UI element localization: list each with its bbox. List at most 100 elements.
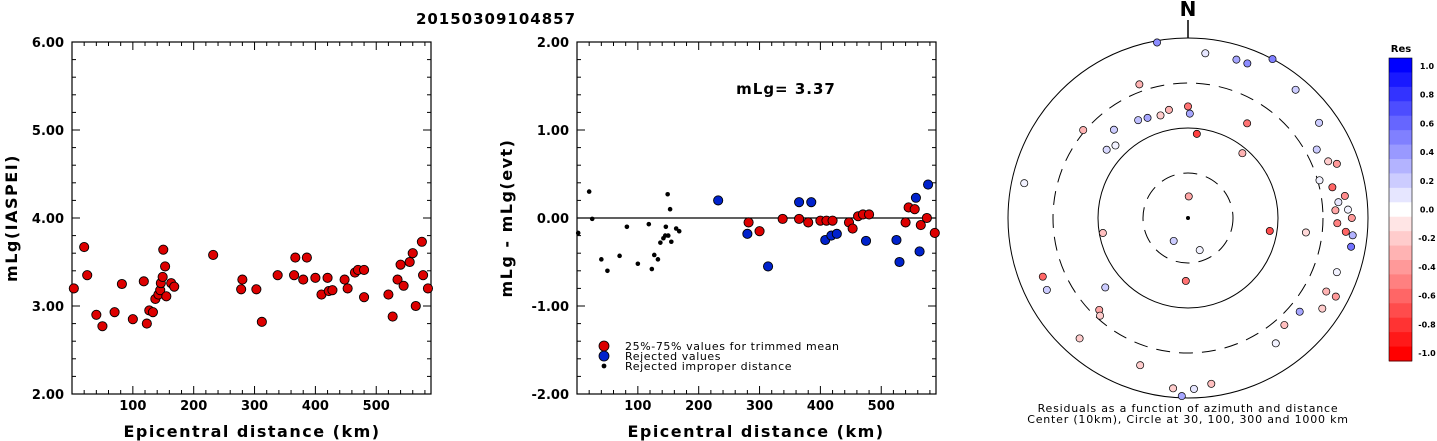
x-tick-label: 400	[302, 399, 329, 414]
x-axis-label: Epicentral distance (km)	[627, 422, 884, 441]
rejected-point	[763, 261, 774, 272]
x-tick-label: 100	[624, 399, 651, 414]
legend-label: Rejected improper distance	[625, 360, 792, 373]
residual-point	[1268, 55, 1277, 64]
colorbar-tick-label: -1.0	[1418, 349, 1436, 358]
residual-point	[1243, 59, 1252, 68]
x-tick-label: 300	[241, 399, 268, 414]
residual-point	[1301, 228, 1310, 237]
colorbar-cell	[1389, 130, 1412, 146]
y-tick-label: 0.00	[537, 212, 569, 227]
residual-point	[1295, 307, 1304, 316]
colorbar-cell	[1389, 86, 1412, 102]
residual-point	[1192, 129, 1201, 138]
rejected-point	[794, 197, 805, 208]
y-tick-label: 3.00	[32, 300, 64, 315]
station-point	[359, 292, 370, 303]
station-point	[864, 209, 875, 220]
colorbar-tick-label: -0.2	[1418, 234, 1436, 243]
residual-point	[1134, 116, 1143, 125]
colorbar-tick-label: 0.4	[1420, 148, 1435, 157]
station-point	[900, 217, 911, 228]
station-point	[97, 321, 108, 332]
colorbar-cell	[1389, 245, 1412, 261]
residual-point	[1271, 339, 1280, 348]
rejected-distance-point	[676, 228, 682, 234]
y-tick-label: 4.00	[32, 212, 64, 227]
x-tick-label: 200	[685, 399, 712, 414]
colorbar-tick-label: 0.2	[1420, 177, 1434, 186]
station-point	[422, 283, 434, 294]
station-point	[407, 248, 418, 259]
rejected-distance-point	[673, 226, 679, 231]
residual-point	[1315, 176, 1324, 185]
residual-point	[1185, 109, 1194, 118]
station-point	[342, 283, 353, 294]
magnitude-vs-distance-chart: 100 200 300 400 500 2.00 3.00 4.00 5.00 6.00 Epic…	[2, 36, 434, 441]
rejected-point	[713, 195, 724, 206]
residual-point	[1169, 236, 1178, 245]
residual-point	[1341, 227, 1350, 236]
station-point	[68, 283, 79, 294]
rejected-distance-point	[624, 224, 630, 230]
rejected-point	[831, 228, 842, 239]
station-point	[138, 276, 149, 287]
residual-point	[1184, 192, 1193, 201]
residual-point	[1102, 145, 1111, 154]
residual-point	[1331, 206, 1340, 215]
colorbar-cell	[1389, 187, 1412, 203]
residual-points	[1020, 38, 1357, 401]
station-point	[339, 274, 350, 285]
station-point	[208, 249, 219, 261]
residual-point	[1332, 159, 1341, 168]
rejected-distance-point	[669, 239, 674, 245]
rejected-distance-point	[655, 257, 661, 262]
rejected-distance-point	[649, 266, 655, 272]
residual-point	[1340, 192, 1349, 200]
residual-point	[1280, 321, 1289, 329]
colorbar-cell	[1389, 288, 1412, 304]
colorbar-cell	[1389, 144, 1412, 160]
x-tick-label: 500	[868, 399, 895, 414]
station-point	[236, 284, 247, 295]
residual-point	[1322, 287, 1331, 296]
station-point	[160, 261, 171, 272]
station-point	[109, 307, 120, 318]
residual-point	[1101, 283, 1110, 292]
station-point	[301, 252, 312, 263]
station-point	[827, 215, 838, 226]
station-point	[794, 213, 805, 224]
residual-point	[1238, 149, 1247, 158]
station-point	[251, 284, 262, 295]
residual-point	[1312, 145, 1321, 154]
colorbar-tick-label: 0.0	[1420, 206, 1435, 215]
x-tick-label: 100	[119, 399, 146, 414]
residual-point	[1243, 119, 1252, 128]
legend: 25%-75% values for trimmed mean Rejected…	[598, 340, 839, 373]
station-point	[327, 285, 338, 296]
ring-100km	[1097, 127, 1279, 309]
station-point	[398, 280, 409, 291]
ring-1000km	[1007, 37, 1369, 399]
residual-point	[1347, 242, 1356, 251]
station-point	[161, 291, 172, 302]
y-tick-label: 1.00	[537, 124, 569, 139]
figure-title: 20150309104857	[416, 10, 576, 28]
station-point	[169, 281, 180, 292]
residual-point	[1315, 118, 1324, 127]
data-points	[68, 236, 434, 332]
colorbar-tick-label: 0.6	[1420, 119, 1435, 128]
caption-line-1: Residuals as a function of azimuth and d…	[1038, 402, 1339, 415]
legend-red-marker	[598, 340, 610, 352]
x-tick-label: 300	[746, 399, 773, 414]
epicenter-dot	[1186, 216, 1190, 220]
residual-point	[1181, 277, 1190, 285]
residual-point	[1324, 157, 1333, 166]
station-point	[743, 217, 754, 228]
station-point	[909, 204, 920, 215]
rejected-distance-point	[658, 240, 663, 245]
x-tick-label: 500	[363, 399, 390, 414]
colorbar-tick-label: 0.8	[1420, 91, 1435, 100]
residual-point	[1135, 80, 1144, 89]
station-point	[147, 307, 158, 318]
